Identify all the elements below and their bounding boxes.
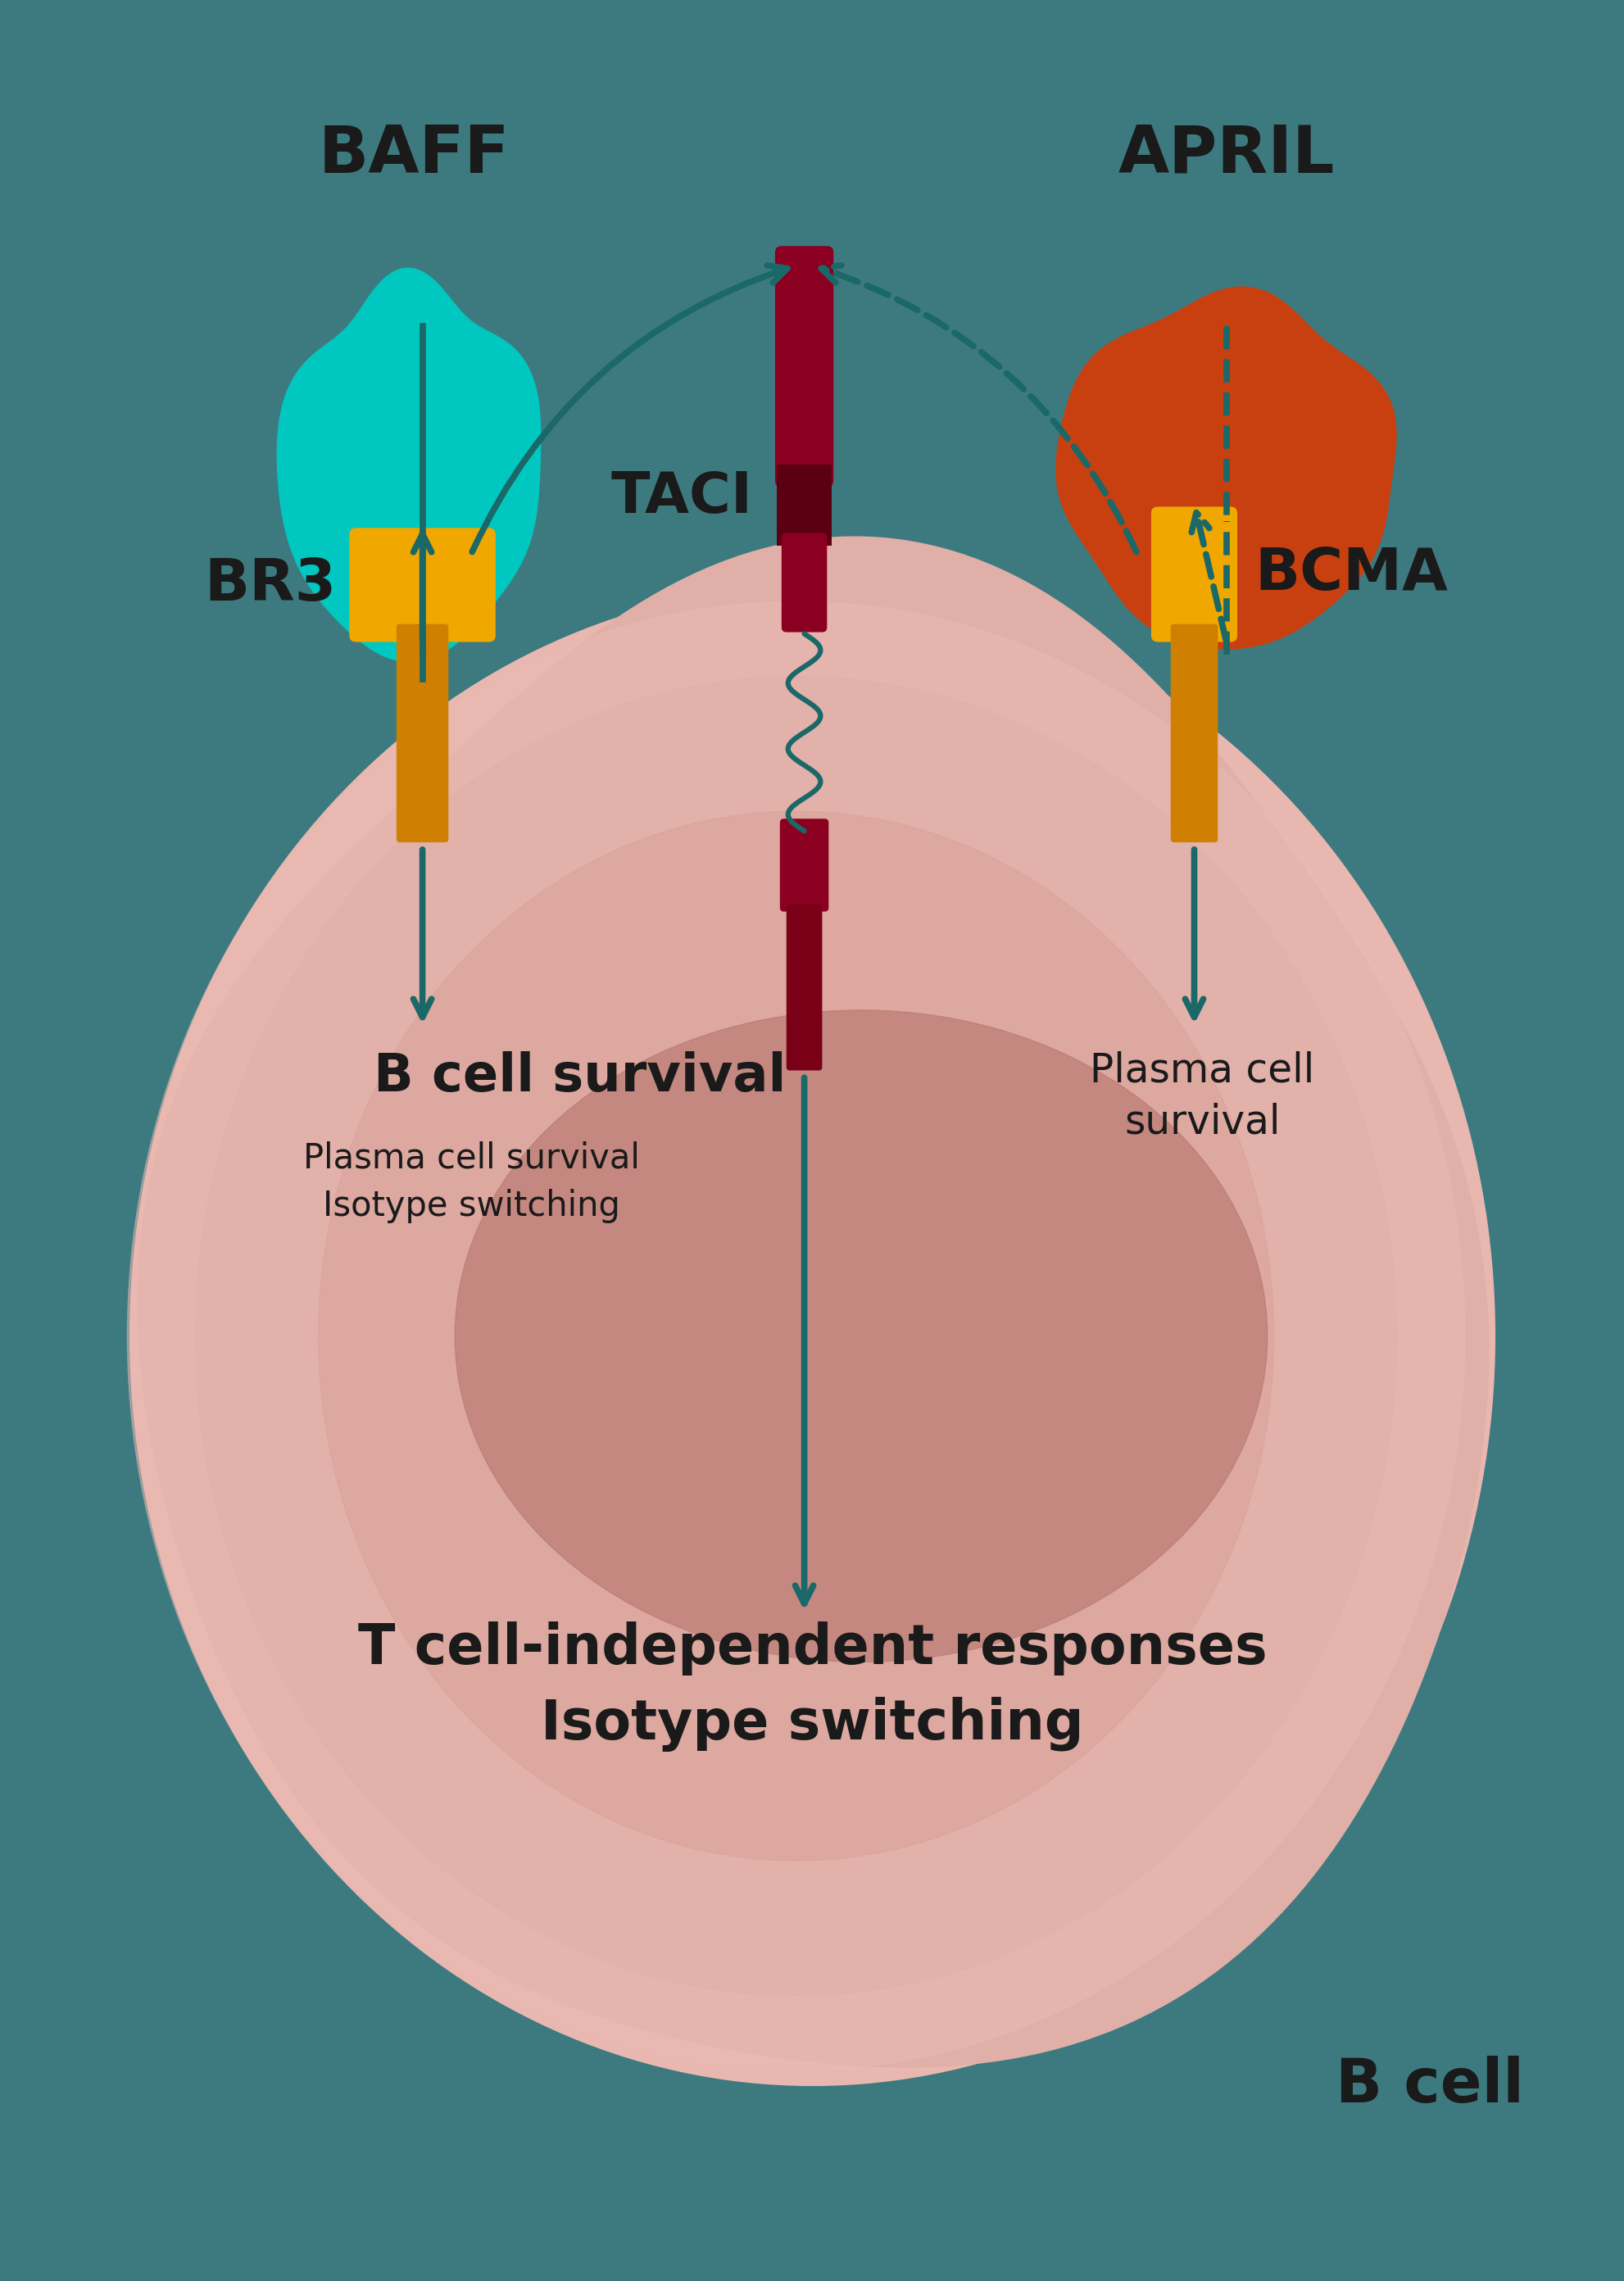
Text: T cell-independent responses
Isotype switching: T cell-independent responses Isotype swi… — [357, 1622, 1267, 1752]
FancyBboxPatch shape — [349, 527, 495, 641]
Text: Plasma cell
survival: Plasma cell survival — [1090, 1052, 1314, 1143]
Ellipse shape — [195, 677, 1397, 1996]
Ellipse shape — [253, 721, 1371, 1950]
FancyBboxPatch shape — [780, 819, 828, 912]
Polygon shape — [278, 269, 541, 661]
FancyBboxPatch shape — [775, 246, 833, 488]
Text: B cell: B cell — [1335, 2055, 1523, 2114]
Text: BCMA: BCMA — [1254, 545, 1447, 602]
Ellipse shape — [130, 586, 1494, 2085]
Ellipse shape — [455, 1010, 1267, 1663]
Text: BR3: BR3 — [205, 557, 336, 614]
FancyBboxPatch shape — [396, 625, 448, 842]
Bar — [776, 465, 831, 545]
Ellipse shape — [318, 812, 1273, 1861]
Text: TACI: TACI — [611, 470, 752, 525]
Ellipse shape — [403, 887, 1221, 1786]
FancyBboxPatch shape — [781, 534, 827, 632]
Text: B cell survival: B cell survival — [374, 1052, 786, 1102]
FancyBboxPatch shape — [1150, 506, 1237, 641]
FancyBboxPatch shape — [1169, 625, 1218, 842]
Polygon shape — [138, 536, 1488, 2067]
FancyBboxPatch shape — [786, 903, 822, 1070]
Ellipse shape — [127, 602, 1465, 2071]
Text: Plasma cell survival
Isotype switching: Plasma cell survival Isotype switching — [302, 1140, 640, 1223]
Text: BAFF: BAFF — [318, 123, 510, 187]
Polygon shape — [1056, 287, 1395, 648]
Text: APRIL: APRIL — [1117, 123, 1335, 187]
